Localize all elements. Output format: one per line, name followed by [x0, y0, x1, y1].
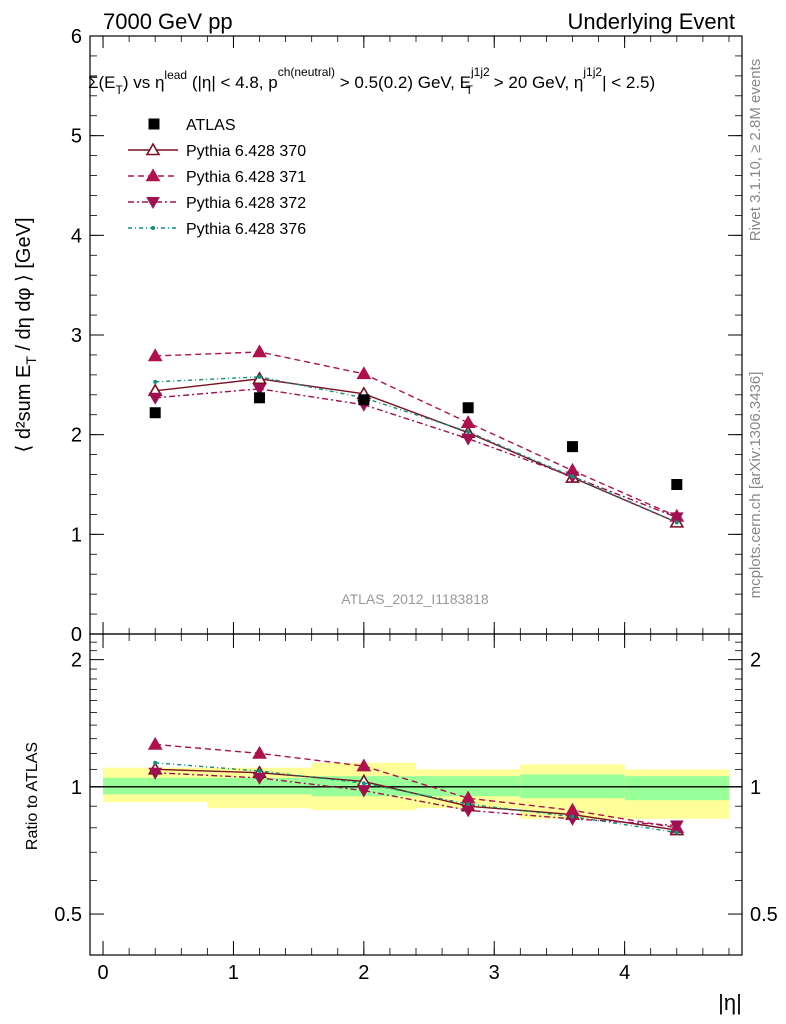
ratio-y-tick-label-right: 0.5: [750, 904, 778, 926]
mcplots-label: mcplots.cern.ch [arXiv:1306.3436]: [747, 372, 764, 599]
header-left: 7000 GeV pp: [103, 9, 233, 34]
main-ylabel: ⟨ d²sum ET / dη dφ ⟩ [GeV]: [13, 217, 39, 452]
point-atlas: [566, 441, 578, 453]
uncertainty-band-inner: [624, 776, 729, 801]
ratio-point-py376: [674, 830, 679, 835]
legend-label: Pythia 6.428 372: [186, 195, 306, 212]
series-line-py370: [155, 378, 678, 524]
point-py376: [570, 474, 575, 479]
point-py372: [669, 512, 684, 525]
ratio-line-py370: [155, 768, 677, 831]
ratio-y-tick-label: 1: [71, 777, 82, 799]
legend-label: Pythia 6.428 376: [186, 221, 306, 238]
x-tick-label: 0: [97, 962, 108, 984]
series-line-py371: [155, 351, 678, 518]
y-tick-label: 1: [71, 524, 82, 546]
point-py376: [674, 520, 679, 525]
legend-label: Pythia 6.428 371: [186, 169, 306, 186]
rivet-label: Rivet 3.1.10, ≥ 2.8M events: [747, 59, 764, 242]
ratio-y-tick-label: 2: [71, 650, 82, 672]
legend-marker-atlas: [148, 118, 160, 130]
uncertainty-band-inner: [103, 777, 208, 795]
ratio-y-tick-label-right: 2: [750, 650, 761, 672]
legend-marker-py376: [151, 226, 155, 230]
ratio-panel: 0.5 0.5 1 1 2 2 0 1 2 3 4: [54, 633, 778, 984]
point-py372: [148, 392, 163, 405]
legend-label: ATLAS: [186, 117, 236, 134]
ratio-point-py376: [361, 781, 366, 786]
ratio-point-py372: [252, 772, 267, 785]
legend-marker-py372: [146, 197, 160, 210]
y-tick-label: 5: [71, 126, 82, 148]
y-tick-label: 0: [71, 624, 82, 646]
ratio-line-py372: [155, 772, 677, 827]
point-atlas: [462, 402, 474, 414]
ratio-line-py371: [155, 743, 677, 829]
point-py372: [461, 433, 476, 446]
ratio-y-tick-label-right: 1: [750, 777, 761, 799]
ratio-point-py376: [466, 802, 471, 807]
point-py376: [257, 374, 262, 379]
point-py371: [356, 366, 372, 380]
main-panel: 0 1 2 3 4 5 6: [71, 26, 743, 646]
point-atlas: [358, 394, 370, 406]
header-right: Underlying Event: [567, 9, 735, 34]
ratio-point-py376: [570, 814, 575, 819]
point-py371: [252, 344, 267, 358]
point-py376: [153, 379, 158, 384]
point-py376: [466, 429, 471, 434]
ratio-point-py376: [153, 760, 158, 765]
ratio-point-py371: [356, 758, 372, 772]
ratio-y-tick-label: 0.5: [54, 904, 82, 926]
ratio-point-py372: [669, 820, 684, 833]
x-tick-label: 3: [489, 962, 500, 984]
x-tick-label: 4: [619, 962, 630, 984]
y-tick-label: 4: [71, 225, 82, 247]
y-tick-label: 3: [71, 325, 82, 347]
svg-text:⟨ d²sum ET / dη dφ ⟩ [GeV]: ⟨ d²sum ET / dη dφ ⟩ [GeV]: [13, 217, 39, 452]
point-py372: [252, 383, 267, 396]
plot-subtitle: Σ(ET) vs ηlead (|η| < 4.8, pch(neutral) …: [88, 65, 655, 97]
y-tick-label: 6: [71, 26, 82, 48]
point-atlas: [254, 392, 266, 404]
ratio-point-py372: [356, 785, 371, 798]
series-line-py372: [155, 388, 678, 519]
uncertainty-band-inner: [207, 777, 312, 795]
ratio-point-py376: [257, 769, 262, 774]
legend-marker-py371: [145, 168, 161, 182]
ratio-point-py372: [148, 767, 163, 780]
point-atlas: [671, 479, 683, 490]
point-py371: [460, 415, 476, 429]
ratio-point-py371: [147, 736, 163, 750]
analysis-watermark: ATLAS_2012_I1183818: [341, 591, 489, 607]
ratio-point-py371: [252, 745, 267, 759]
series-line-py376: [155, 376, 678, 524]
point-py371: [147, 348, 163, 362]
x-tick-label: 1: [228, 962, 239, 984]
x-tick-label: 2: [358, 962, 369, 984]
legend-marker-py370: [145, 142, 161, 156]
legend: ATLAS Pythia 6.428 370 Pythia 6.428 371 Pyt…: [128, 117, 306, 238]
ratio-ylabel: Ratio to ATLAS: [24, 742, 41, 850]
y-tick-label: 2: [71, 425, 82, 447]
x-axis-label: |η|: [718, 990, 742, 1015]
point-atlas: [149, 407, 161, 419]
legend-label: Pythia 6.428 370: [186, 143, 306, 160]
